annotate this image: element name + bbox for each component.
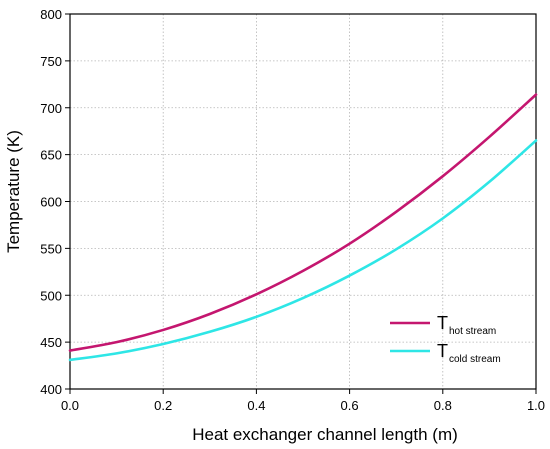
y-tick-label: 450 <box>40 335 62 350</box>
y-tick-label: 500 <box>40 288 62 303</box>
y-tick-label: 650 <box>40 148 62 163</box>
axes: 0.0 0.2 0.4 0.6 0.8 1.0 400 450 500 550 600 650 700 7… <box>40 7 545 413</box>
x-tick-label: 0.8 <box>434 398 452 413</box>
x-tick-label: 0.6 <box>341 398 359 413</box>
y-axis-label: Temperature (K) <box>4 130 23 253</box>
x-tick-label: 0.4 <box>247 398 265 413</box>
series-layer <box>68 93 538 362</box>
y-tick-label: 800 <box>40 7 62 22</box>
series-line-hot-stream <box>68 93 538 352</box>
x-axis-label: Heat exchanger channel length (m) <box>192 425 458 444</box>
x-tick-label: 0.2 <box>154 398 172 413</box>
y-tick-label: 550 <box>40 241 62 256</box>
legend-label: Tcold stream <box>437 341 501 365</box>
x-tick-label: 0.0 <box>61 398 79 413</box>
legend-label: Thot stream <box>437 313 496 337</box>
legend: Thot stream Tcold stream <box>390 313 501 365</box>
y-tick-label: 600 <box>40 195 62 210</box>
plot-frame <box>69 13 537 390</box>
y-tick-label: 750 <box>40 54 62 69</box>
grid <box>70 14 536 389</box>
series-line-cold-stream <box>68 139 538 362</box>
y-tick-label: 700 <box>40 101 62 116</box>
y-tick-label: 400 <box>40 382 62 397</box>
x-tick-label: 1.0 <box>527 398 545 413</box>
